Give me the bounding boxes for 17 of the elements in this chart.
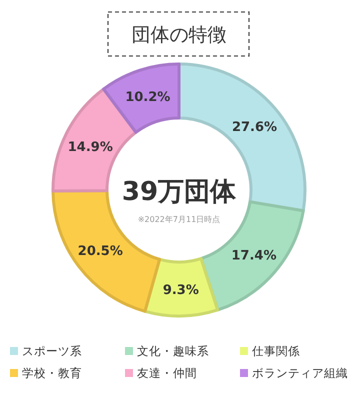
legend-label: 学校・教育 — [22, 366, 82, 380]
donut-slice — [143, 257, 220, 318]
donut-slice — [102, 62, 180, 134]
data-label: 9.3% — [162, 282, 199, 298]
text: 39万団体 — [122, 177, 238, 207]
legend-label: 友達・仲間 — [137, 366, 197, 380]
data-label: 14.9% — [68, 140, 113, 155]
legend-label: ボランティア組織 — [252, 366, 348, 380]
chart-title: 団体の特徴 — [132, 24, 226, 46]
legend-label: 文化・趣味系 — [137, 344, 209, 358]
data-label: 17.4% — [231, 248, 276, 264]
data-label: 27.6% — [232, 120, 278, 136]
data-label: 10.2% — [125, 90, 170, 106]
text: ※2022年7月11日時点 — [138, 215, 220, 224]
data-label: 20.5% — [78, 244, 123, 260]
legend-label: 仕事関係 — [251, 344, 300, 358]
legend-label: スポーツ系 — [22, 344, 82, 358]
